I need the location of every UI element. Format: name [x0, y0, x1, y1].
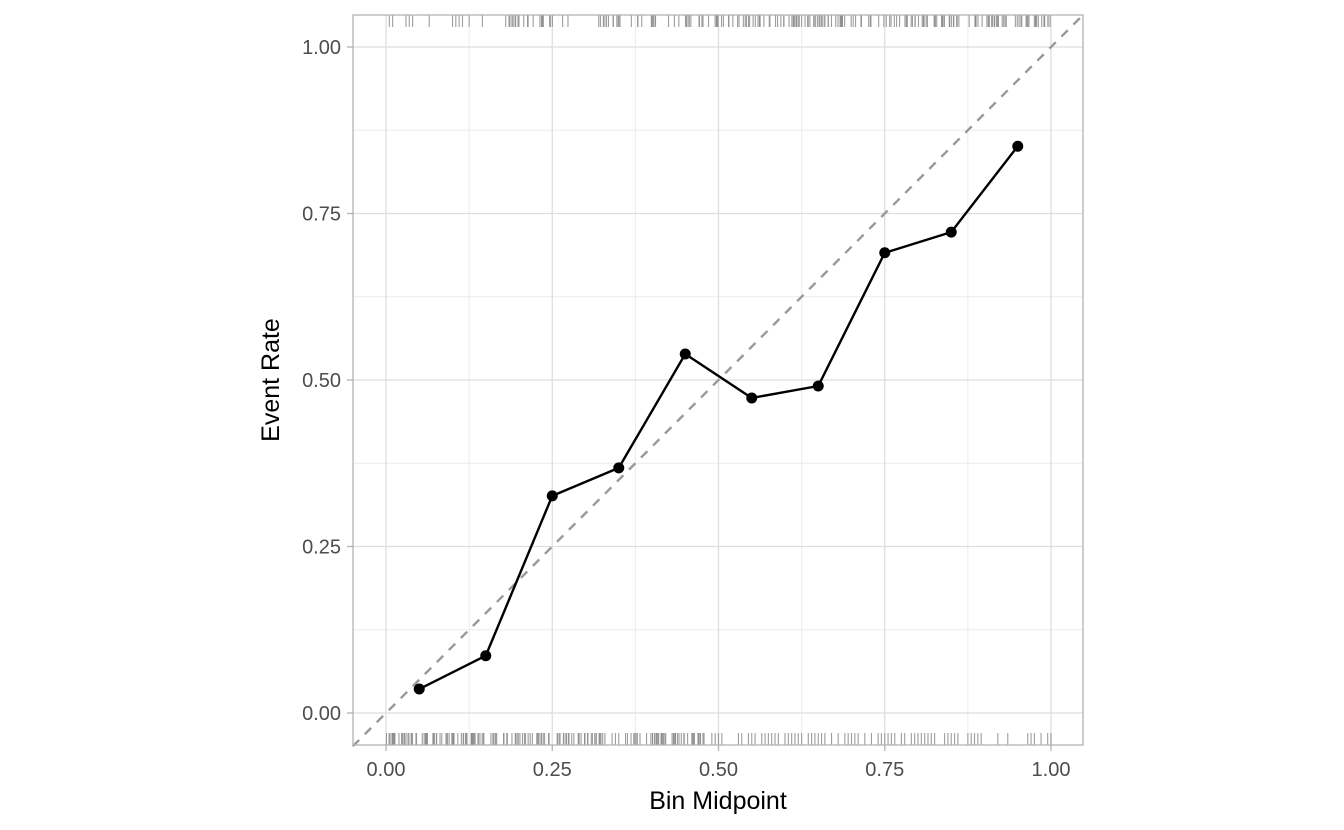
x-tick-label: 0.50	[699, 759, 738, 781]
series-line	[418, 145, 1019, 691]
rug-top	[388, 15, 1051, 27]
calibration-points	[413, 140, 1024, 695]
y-tick-label: 0.25	[302, 537, 341, 559]
y-tick-label: 1.00	[302, 37, 341, 59]
x-axis-ticks: 0.00 0.25 0.50 0.75 1.00	[367, 745, 1071, 781]
data-point	[945, 226, 957, 238]
calibration-line	[418, 145, 1019, 691]
data-point	[679, 348, 691, 360]
diagonal-reference	[351, 12, 1086, 748]
data-point	[812, 380, 824, 392]
rug-bottom	[385, 733, 1052, 745]
y-tick-label: 0.00	[302, 703, 341, 725]
data-point	[413, 683, 425, 695]
x-tick-label: 0.00	[367, 759, 406, 781]
x-axis-title: Bin Midpoint	[649, 787, 787, 815]
data-point	[613, 462, 625, 474]
data-point	[1012, 140, 1024, 152]
data-point	[879, 247, 891, 259]
data-point	[546, 490, 558, 502]
y-axis-ticks: 0.00 0.25 0.50 0.75 1.00	[302, 37, 353, 725]
y-tick-label: 0.50	[302, 370, 341, 392]
data-point	[746, 392, 758, 404]
x-tick-label: 1.00	[1032, 759, 1071, 781]
data-point	[480, 650, 492, 662]
grid-major	[353, 15, 1083, 745]
x-tick-label: 0.75	[865, 759, 904, 781]
y-tick-label: 0.75	[302, 204, 341, 226]
reference-diagonal-line	[351, 12, 1086, 748]
x-tick-label: 0.25	[533, 759, 572, 781]
y-axis-title: Event Rate	[257, 318, 285, 442]
